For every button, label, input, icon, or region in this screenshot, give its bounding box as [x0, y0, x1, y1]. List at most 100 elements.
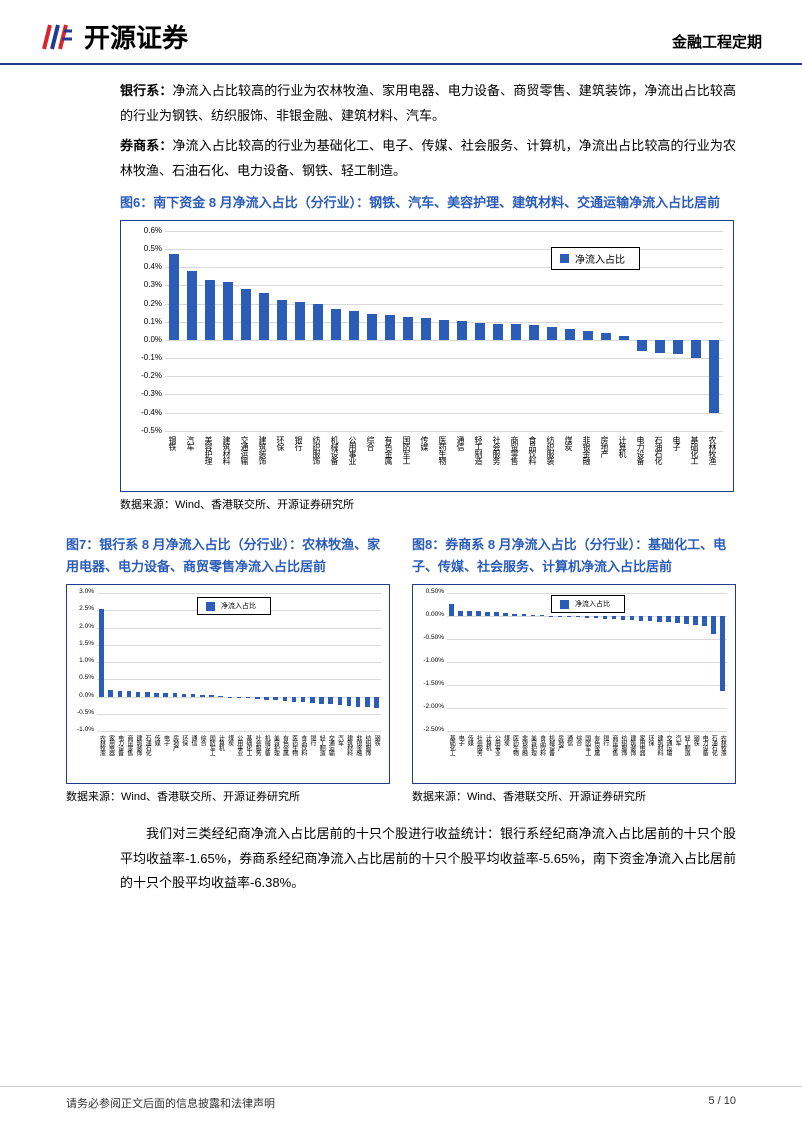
chart-bar: [374, 697, 379, 708]
chart-bar: [565, 329, 575, 340]
chart-bar: [283, 697, 288, 701]
chart-bar: [403, 317, 413, 340]
chart-bar: [295, 302, 305, 340]
paragraph-summary: 我们对三类经纪商净流入占比居前的十只个股进行收益统计：银行系经纪商净流入占比居前…: [120, 822, 736, 896]
chart-bar: [630, 616, 635, 620]
chart-bar: [200, 695, 205, 697]
chart-bar: [449, 604, 454, 616]
chart-bar: [209, 695, 214, 696]
chart-bar: [439, 320, 449, 340]
chart-8: -2.50%-2.00%-1.50%-1.00%-0.50%0.00%0.50%…: [412, 584, 736, 784]
paragraph-broker: 券商系：净流入占比较高的行业为基础化工、电子、传媒、社会服务、计算机，净流出占比…: [120, 134, 736, 183]
fig6-title: 图6：南下资金 8 月净流入占比（分行业）：钢铁、汽车、美容护理、建筑材料、交通…: [120, 192, 736, 214]
chart-bar: [301, 697, 306, 703]
paragraph-bank: 银行系：净流入占比较高的行业为农林牧渔、家用电器、电力设备、商贸零售、建筑装饰，…: [120, 79, 736, 128]
chart-bar: [475, 323, 485, 340]
chart-bar: [237, 697, 242, 698]
page-header: 开源证券 金融工程定期: [0, 0, 802, 65]
chart-bar: [585, 616, 590, 618]
chart-bar: [467, 611, 472, 616]
chart-bar: [349, 311, 359, 340]
chart-bar: [246, 697, 251, 699]
chart-bar: [583, 331, 593, 340]
chart-bar: [163, 693, 168, 696]
chart-bar: [259, 293, 269, 340]
fig6-source: 数据来源：Wind、香港联交所、开源证券研究所: [120, 496, 736, 512]
chart-bar: [187, 271, 197, 340]
chart-bar: [367, 314, 377, 340]
chart-legend: 净流入占比: [551, 595, 625, 613]
chart-bar: [531, 615, 536, 616]
chart-bar: [711, 616, 716, 633]
chart-bar: [603, 616, 608, 619]
chart-bar: [691, 340, 701, 358]
disclaimer: 请务必参阅正文后面的信息披露和法律声明: [66, 1095, 275, 1111]
chart-bar: [457, 321, 467, 340]
fig8-title: 图8：券商系 8 月净流入占比（分行业）：基础化工、电子、传媒、社会服务、计算机…: [412, 534, 736, 578]
chart-bar: [108, 690, 113, 696]
chart-bar: [205, 280, 215, 340]
chart-bar: [273, 697, 278, 701]
chart-bar: [512, 614, 517, 616]
chart-bar: [458, 611, 463, 617]
chart-bar: [494, 612, 499, 616]
chart-bar: [169, 254, 179, 339]
chart-bar: [684, 616, 689, 624]
chart-bar: [675, 616, 680, 623]
chart-bar: [136, 692, 141, 696]
chart-bar: [657, 616, 662, 622]
chart-bar: [567, 616, 572, 617]
chart-bar: [154, 693, 159, 697]
fig7-title: 图7：银行系 8 月净流入占比（分行业）：农林牧渔、家用电器、电力设备、商贸零售…: [66, 534, 390, 578]
chart-bar: [118, 691, 123, 697]
page-number: 5 / 10: [708, 1095, 736, 1111]
chart-bar: [328, 697, 333, 705]
chart-bar: [639, 616, 644, 621]
chart-bar: [511, 324, 521, 339]
logo-icon: [40, 19, 76, 55]
chart-bar: [619, 336, 629, 340]
chart-bar: [385, 315, 395, 340]
chart-bar: [476, 611, 481, 616]
chart-bar: [319, 697, 324, 704]
chart-bar: [709, 340, 719, 413]
chart-bar: [485, 612, 490, 616]
chart-bar: [127, 691, 132, 696]
chart-bar: [356, 697, 361, 707]
chart-bar: [365, 697, 370, 708]
chart-6: -0.5%-0.4%-0.3%-0.2%-0.1%0.0%0.1%0.2%0.3…: [120, 220, 734, 492]
chart-legend: 净流入占比: [551, 247, 640, 270]
chart-bar: [241, 289, 251, 340]
chart-bar: [493, 324, 503, 340]
company-name: 开源证券: [84, 18, 188, 55]
chart-bar: [223, 282, 233, 340]
page-footer: 请务必参阅正文后面的信息披露和法律声明 5 / 10: [0, 1086, 802, 1111]
chart-bar: [547, 327, 557, 340]
chart-bar: [277, 300, 287, 340]
chart-bar: [601, 333, 611, 340]
chart-bar: [182, 694, 187, 697]
chart-bar: [655, 340, 665, 353]
chart-bar: [594, 616, 599, 618]
fig7-source: 数据来源：Wind、香港联交所、开源证券研究所: [66, 788, 390, 804]
chart-bar: [720, 616, 725, 691]
chart-bar: [99, 609, 104, 697]
chart-bar: [338, 697, 343, 706]
chart-bar: [313, 304, 323, 340]
fig8-source: 数据来源：Wind、香港联交所、开源证券研究所: [412, 788, 736, 804]
chart-legend: 净流入占比: [197, 597, 271, 615]
report-domain: 金融工程定期: [672, 21, 762, 52]
chart-bar: [540, 615, 545, 616]
chart-bar: [621, 616, 626, 620]
chart-bar: [421, 318, 431, 340]
chart-bar: [310, 697, 315, 704]
logo: 开源证券: [40, 18, 188, 55]
chart-bar: [145, 692, 150, 696]
chart-bar: [503, 613, 508, 616]
chart-bar: [673, 340, 683, 355]
chart-bar: [264, 697, 269, 700]
chart-bar: [693, 616, 698, 625]
chart-bar: [529, 325, 539, 340]
chart-bar: [347, 697, 352, 706]
chart-7: -1.0%-0.5%0.0%0.5%1.0%1.5%2.0%2.5%3.0%农林…: [66, 584, 390, 784]
